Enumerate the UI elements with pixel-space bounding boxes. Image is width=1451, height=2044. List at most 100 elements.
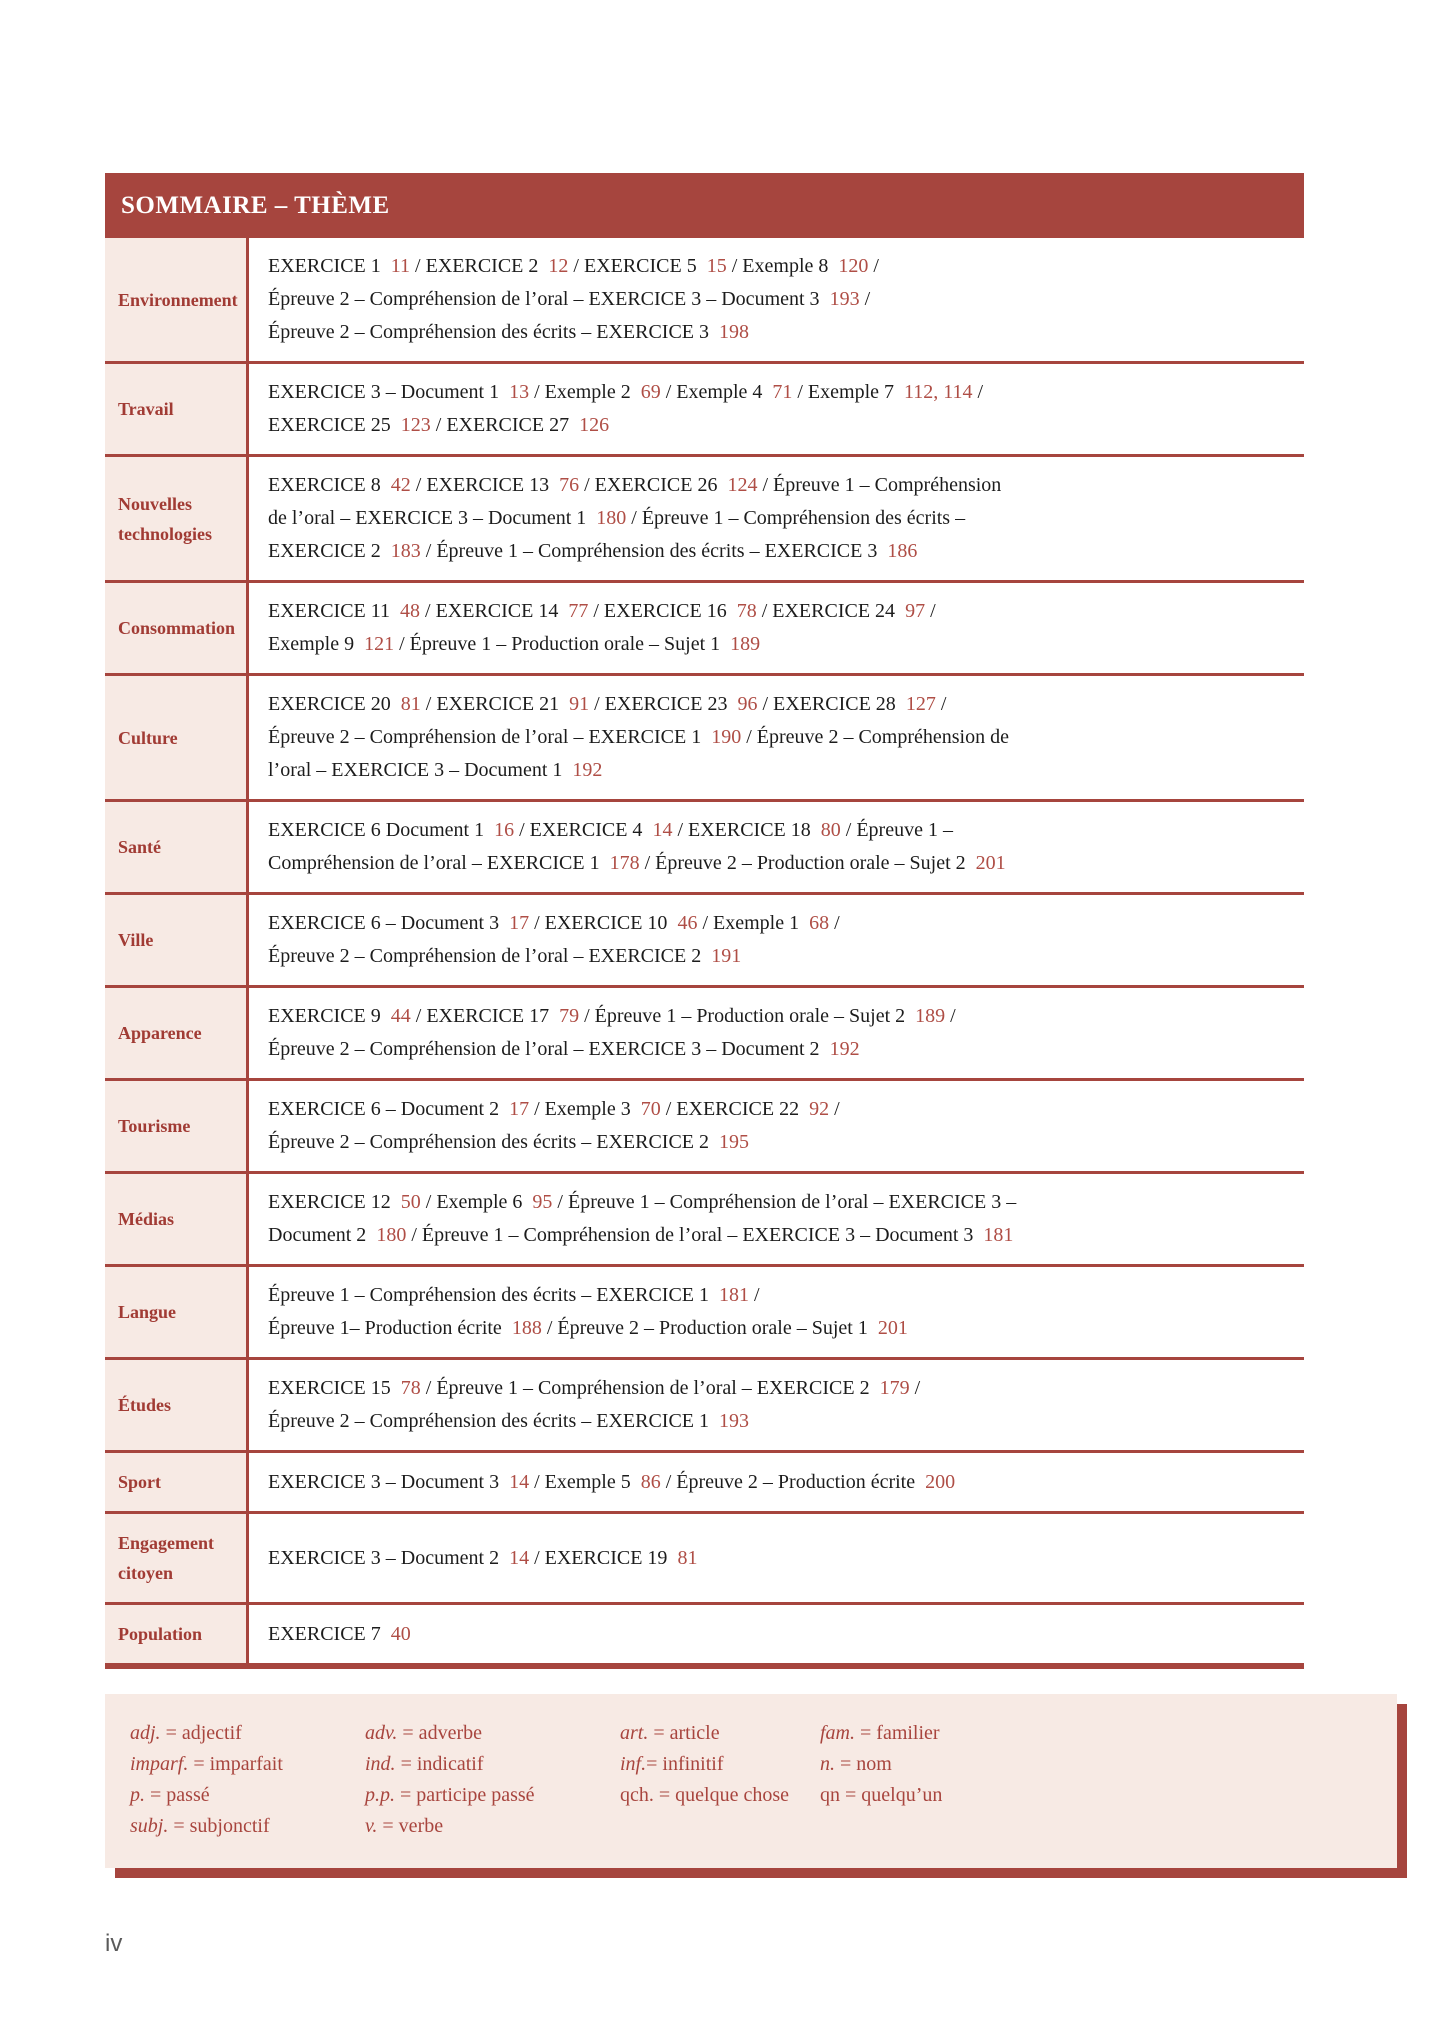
theme-references: EXERCICE 3 – Document 2 14 / EXERCICE 19… [246, 1514, 1304, 1602]
footer-page-number: iv [105, 1930, 123, 1957]
page-ref: 96 [737, 693, 758, 715]
page-ref: 181 [719, 1284, 750, 1306]
legend-item: inf.= infinitif [620, 1753, 724, 1775]
theme-label: Apparence [105, 988, 246, 1078]
page-ref: 70 [640, 1098, 661, 1120]
theme-references: EXERCICE 15 78 / Épreuve 1 – Compréhensi… [246, 1360, 1304, 1450]
page-ref: 76 [559, 474, 580, 496]
page-ref: 195 [719, 1131, 750, 1153]
theme-label: Engagement citoyen [105, 1514, 246, 1602]
page-ref: 80 [820, 819, 841, 841]
reference-line: EXERCICE 7 40 [268, 1622, 411, 1645]
page-ref: 42 [390, 474, 411, 496]
table-title: SOMMAIRE – THÈME [121, 191, 390, 219]
page-ref: 13 [509, 381, 530, 403]
reference-line: EXERCICE 6 Document 1 16 / EXERCICE 4 14… [268, 819, 953, 841]
page-ref: 14 [652, 819, 673, 841]
table-row: Nouvelles technologies EXERCICE 8 42 / EX… [105, 454, 1304, 580]
page-ref: 127 [905, 693, 936, 715]
theme-label: Études [105, 1360, 246, 1450]
legend-item: imparf. = imparfait [130, 1753, 283, 1775]
table-body: Environnement EXERCICE 1 11 / EXERCICE 2 … [105, 238, 1304, 1663]
reference-line: EXERCICE 25 123 / EXERCICE 27 126 [268, 414, 610, 436]
table-row: Études EXERCICE 15 78 / Épreuve 1 – Compr… [105, 1357, 1304, 1450]
page-ref: 201 [975, 852, 1006, 874]
reference-line: EXERCICE 8 42 / EXERCICE 13 76 / EXERCIC… [268, 474, 1002, 496]
page-ref: 121 [364, 633, 395, 655]
page-ref: 200 [925, 1470, 956, 1493]
page-ref: 12 [548, 255, 569, 277]
page-ref: 191 [711, 945, 742, 967]
page-ref: 50 [400, 1191, 421, 1213]
legend-abbr: subj. [130, 1815, 169, 1837]
page-ref: 192 [572, 759, 603, 781]
page-ref: 14 [509, 1470, 530, 1493]
table-row: Médias EXERCICE 12 50 / Exemple 6 95 / Ép… [105, 1171, 1304, 1264]
page-ref: 179 [879, 1377, 910, 1399]
page-ref: 92 [809, 1098, 830, 1120]
legend-item: adj. = adjectif [130, 1722, 242, 1744]
theme-label: Langue [105, 1267, 246, 1357]
reference-line: Exemple 9 121 / Épreuve 1 – Production o… [268, 633, 761, 655]
legend-abbr: art. [620, 1722, 649, 1744]
table-row: Population EXERCICE 7 40 [105, 1602, 1304, 1663]
legend-item: n. = nom [820, 1753, 892, 1775]
table-row: Tourisme EXERCICE 6 – Document 2 17 / Exe… [105, 1078, 1304, 1171]
legend-item: fam. = familier [820, 1722, 940, 1744]
reference-line: EXERCICE 9 44 / EXERCICE 17 79 / Épreuve… [268, 1005, 956, 1027]
theme-label: Sport [105, 1453, 246, 1511]
reference-line: Épreuve 2 – Compréhension de l’oral – EX… [268, 726, 1009, 748]
reference-line: Épreuve 1– Production écrite 188 / Épreu… [268, 1317, 908, 1339]
theme-label: Ville [105, 895, 246, 985]
legend-item: ind. = indicatif [365, 1753, 484, 1775]
legend-item: p.p. = participe passé [365, 1784, 535, 1806]
theme-references: EXERCICE 7 40 [246, 1605, 1304, 1663]
page-ref: 180 [596, 507, 627, 529]
legend-abbr: n. [820, 1753, 835, 1775]
page-ref: 188 [511, 1317, 542, 1339]
legend-item: qn = quelqu’un [820, 1784, 943, 1806]
page-ref: 97 [905, 600, 926, 622]
page-ref: 193 [719, 1410, 750, 1432]
page-ref: 181 [983, 1224, 1014, 1246]
theme-label: Nouvelles technologies [105, 457, 246, 580]
reference-line: EXERCICE 20 81 / EXERCICE 21 91 / EXERCI… [268, 693, 947, 715]
reference-line: EXERCICE 6 – Document 3 17 / EXERCICE 10… [268, 912, 840, 934]
reference-line: EXERCICE 15 78 / Épreuve 1 – Compréhensi… [268, 1377, 921, 1399]
legend-item: qch. = quelque chose [620, 1784, 790, 1806]
reference-line: EXERCICE 3 – Document 2 14 / EXERCICE 19… [268, 1546, 698, 1569]
legend-column: adv. = adverbe ind. = indicatif p.p. = par… [365, 1718, 620, 1842]
reference-line: EXERCICE 3 – Document 3 14 / Exemple 5 8… [268, 1470, 956, 1493]
theme-label: Santé [105, 802, 246, 892]
theme-label: Travail [105, 364, 246, 454]
page-ref: 120 [838, 255, 869, 277]
table-row: Travail EXERCICE 3 – Document 1 13 / Exem… [105, 361, 1304, 454]
page-ref: 17 [509, 912, 530, 934]
legend-column: fam. = familier n. = nom qn = quelqu’un [820, 1718, 942, 1842]
reference-line: EXERCICE 1 11 / EXERCICE 2 12 / EXERCICE… [268, 255, 879, 277]
reference-line: Épreuve 2 – Compréhension des écrits – E… [268, 321, 750, 343]
theme-references: EXERCICE 6 – Document 2 17 / Exemple 3 7… [246, 1081, 1304, 1171]
reference-line: Épreuve 2 – Compréhension de l’oral – EX… [268, 1038, 860, 1060]
page-ref: 193 [829, 288, 860, 310]
legend-item: adv. = adverbe [365, 1722, 482, 1744]
legend-abbr: v. [365, 1815, 378, 1837]
reference-line: Compréhension de l’oral – EXERCICE 1 178… [268, 852, 1006, 874]
legend-abbr: inf. [620, 1753, 647, 1775]
page-ref: 71 [772, 381, 793, 403]
theme-references: EXERCICE 1 11 / EXERCICE 2 12 / EXERCICE… [246, 238, 1304, 361]
legend-item: subj. = subjonctif [130, 1815, 270, 1837]
theme-references: EXERCICE 11 48 / EXERCICE 14 77 / EXERCI… [246, 583, 1304, 673]
page-ref: 186 [887, 540, 918, 562]
theme-references: EXERCICE 6 Document 1 16 / EXERCICE 4 14… [246, 802, 1304, 892]
page-ref: 112, 114 [904, 381, 973, 403]
page-ref: 11 [390, 255, 411, 277]
page-ref: 198 [719, 321, 750, 343]
page-ref: 124 [727, 474, 758, 496]
reference-line: l’oral – EXERCICE 3 – Document 1 192 [268, 759, 603, 781]
reference-line: EXERCICE 2 183 / Épreuve 1 – Compréhensi… [268, 540, 918, 562]
page-ref: 190 [711, 726, 742, 748]
legend-abbr: adj. [130, 1722, 161, 1744]
reference-line: de l’oral – EXERCICE 3 – Document 1 180 … [268, 507, 966, 529]
theme-references: EXERCICE 3 – Document 1 13 / Exemple 2 6… [246, 364, 1304, 454]
